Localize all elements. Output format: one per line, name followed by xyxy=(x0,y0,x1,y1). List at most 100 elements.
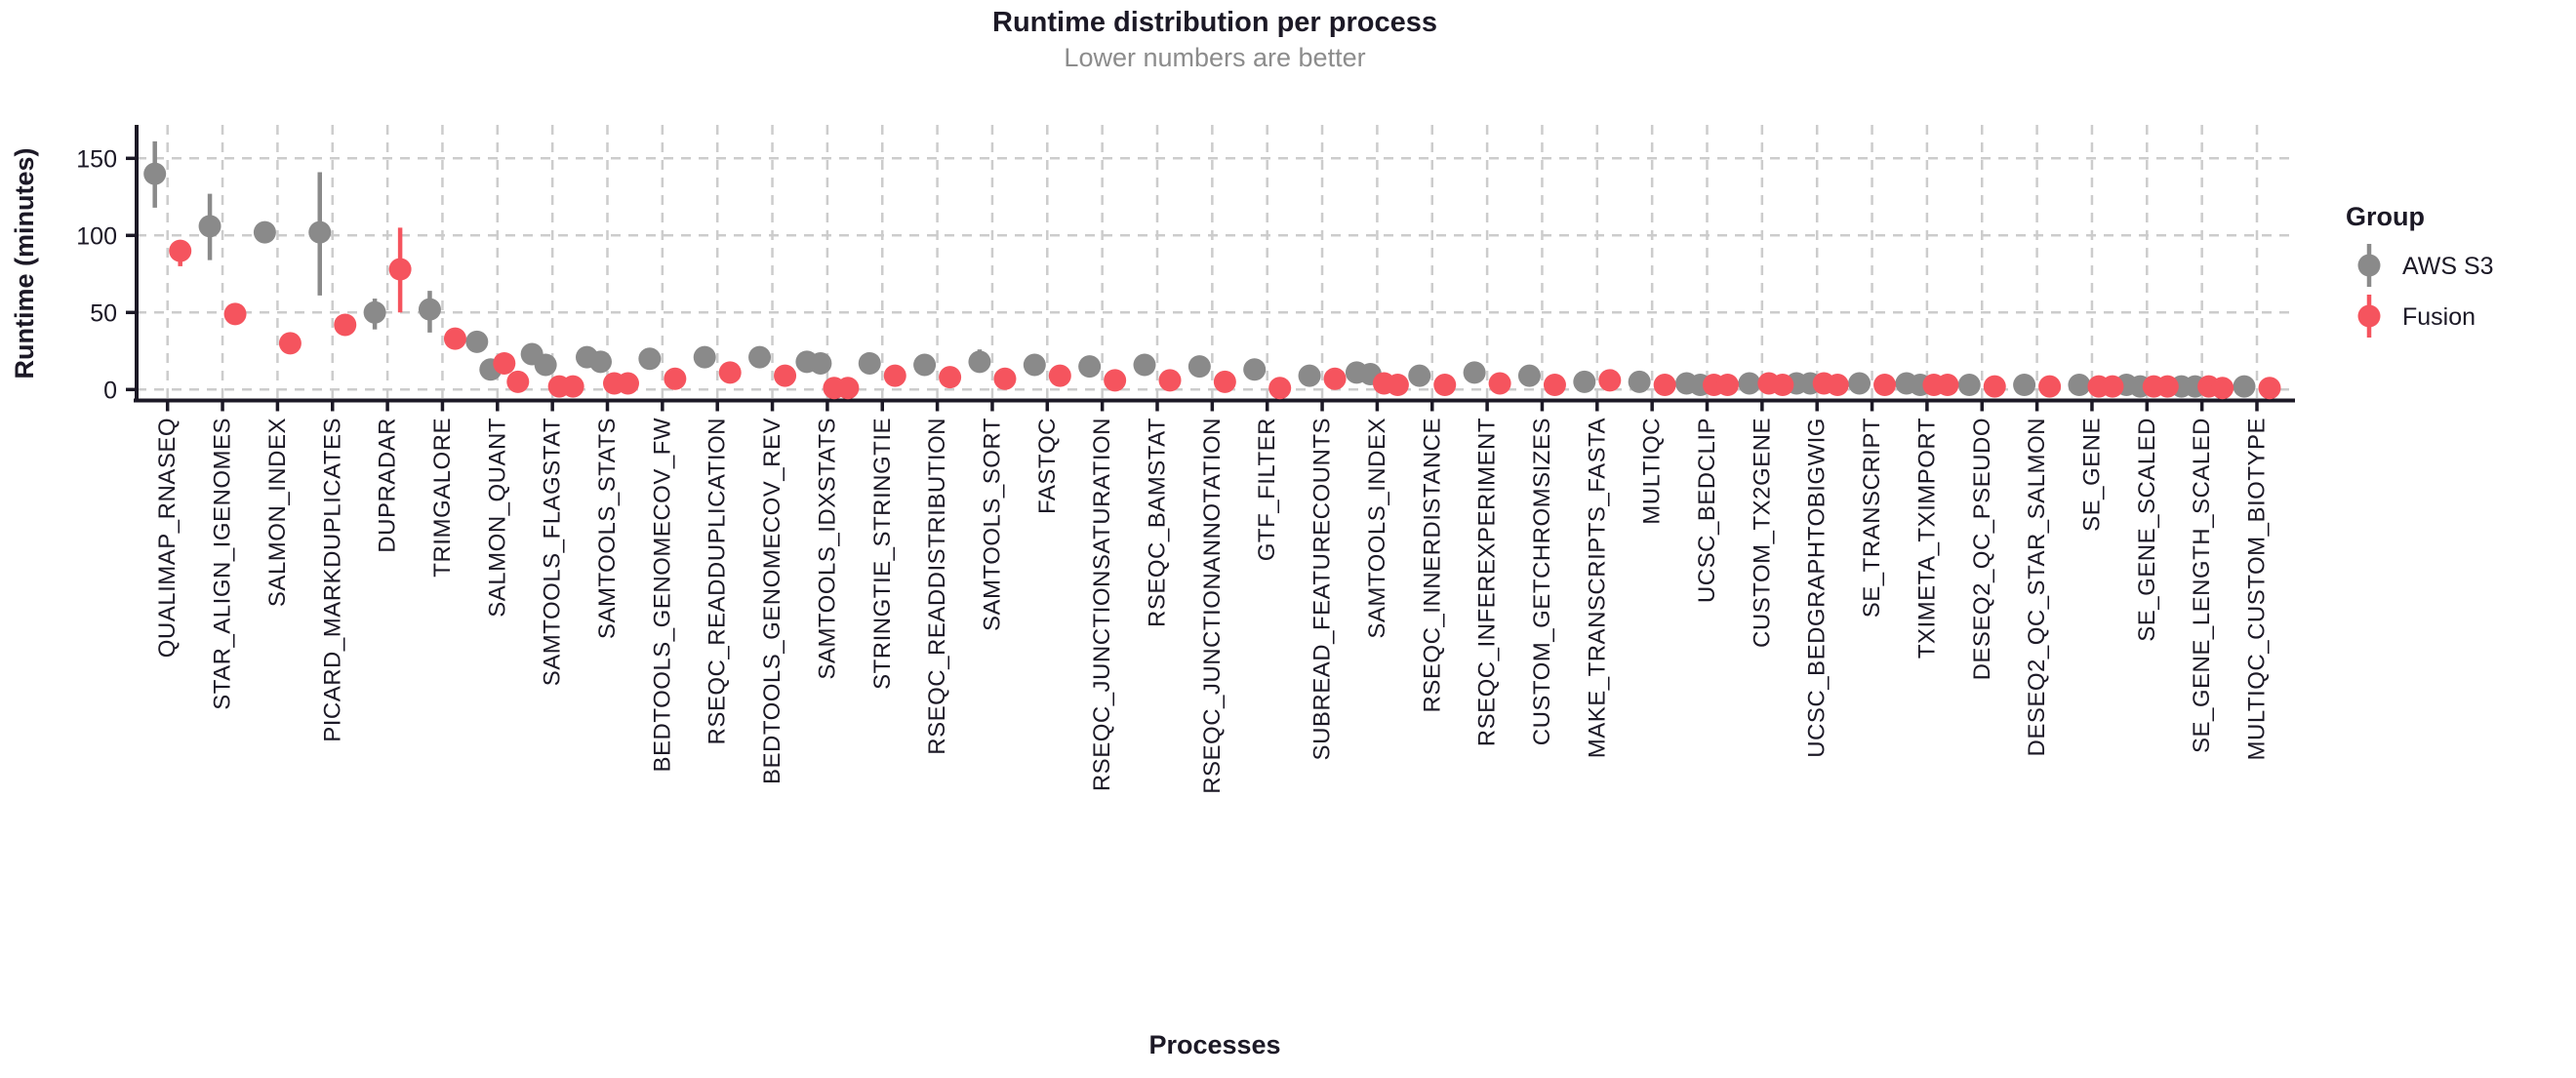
x-tick-label-subread_featurecounts: SUBREAD_FEATURECOUNTS xyxy=(1309,418,1336,760)
point-aws-subread_featurecounts xyxy=(1298,364,1321,387)
x-tick-label-rseqc_bamstat: RSEQC_BAMSTAT xyxy=(1145,418,1171,627)
point-fusion-se_transcript xyxy=(1873,374,1897,397)
point-aws-se_gene xyxy=(2068,374,2091,397)
point-aws-rseqc_bamstat xyxy=(1133,353,1156,377)
fusion-point-icon xyxy=(2357,304,2381,328)
point-fusion-rseqc_junctionsaturation xyxy=(1104,369,1127,392)
x-tick-label-make_transcripts_fasta: MAKE_TRANSCRIPTS_FASTA xyxy=(1584,418,1610,758)
point-aws-deseq2_qc_pseudo xyxy=(1957,374,1981,397)
point-fusion-dupradar xyxy=(388,258,412,281)
point-aws-gtf_filter xyxy=(1243,358,1267,381)
x-tick-label-rseqc_readdistribution: RSEQC_READDISTRIBUTION xyxy=(924,418,950,755)
x-tick-label-se_transcript: SE_TRANSCRIPT xyxy=(1859,418,1885,618)
axes: 0 50 100 150 xyxy=(76,125,2295,412)
point-fusion-gtf_filter xyxy=(1268,377,1292,400)
data-points xyxy=(143,140,2281,400)
point-aws-samtools_stats xyxy=(589,350,612,374)
point-fusion-se_gene_length_scaled xyxy=(2211,377,2234,400)
x-tick-label-bedtools_genomecov_rev: BEDTOOLS_GENOMECOV_REV xyxy=(759,418,785,784)
point-fusion-samtools_flagstat xyxy=(561,375,584,398)
point-fusion-multiqc xyxy=(1653,374,1676,397)
x-axis-labels: QUALIMAP_RNASEQ STAR_ALIGN_IGENOMES SALMON… xyxy=(154,418,2270,794)
x-tick-label-ucsc_bedgraphtobigwig: UCSC_BEDGRAPHTOBIGWIG xyxy=(1804,418,1831,758)
point-fusion-bedtools_genomecov_fw xyxy=(664,367,687,390)
x-tick-label-tximeta_tximport: TXIMETA_TXIMPORT xyxy=(1913,418,1940,659)
point-aws-rseqc_readdistribution xyxy=(913,353,937,377)
point-fusion-rseqc_inferexperiment xyxy=(1488,372,1511,395)
point-aws-rseqc_readduplication xyxy=(693,345,716,369)
point-fusion-samtools_idxstats xyxy=(836,377,860,400)
x-tick-label-picard_markduplicates: PICARD_MARKDUPLICATES xyxy=(319,418,345,742)
y-axis-title: Runtime (minutes) xyxy=(10,147,39,379)
point-aws-star_align_igenomes xyxy=(198,215,221,238)
point-aws-multiqc_custom_biotype xyxy=(2233,375,2256,398)
x-tick-label-bedtools_genomecov_fw: BEDTOOLS_GENOMECOV_FW xyxy=(649,418,675,772)
point-aws-rseqc_junctionannotation xyxy=(1187,355,1211,379)
point-fusion-multiqc_custom_biotype xyxy=(2258,377,2281,400)
point-aws-bedtools_genomecov_fw xyxy=(638,347,662,371)
point-aws-bedtools_genomecov_rev xyxy=(748,345,772,369)
point-fusion-trimgalore xyxy=(443,327,466,350)
legend-entry-fusion: Fusion xyxy=(2357,295,2475,338)
x-axis-title: Processes xyxy=(1148,1030,1280,1059)
x-tick-label-multiqc_custom_biotype: MULTIQC_CUSTOM_BIOTYPE xyxy=(2244,418,2271,761)
point-fusion-bedtools_genomecov_rev xyxy=(774,364,797,387)
point-aws-picard_markduplicates xyxy=(308,220,332,244)
y-tick-label: 0 xyxy=(103,377,117,404)
point-aws-make_transcripts_fasta xyxy=(1573,370,1596,393)
point-fusion-rseqc_bamstat xyxy=(1158,369,1182,392)
point-fusion-rseqc_junctionannotation xyxy=(1213,370,1236,393)
point-aws-se_transcript xyxy=(1848,372,1872,395)
point-fusion-deseq2_qc_star_salmon xyxy=(2038,375,2062,398)
point-fusion-fastqc xyxy=(1048,364,1071,387)
point-fusion-samtools_sort xyxy=(993,367,1017,390)
point-fusion-qualimap_rnaseq xyxy=(169,239,192,262)
point-aws-samtools_idxstats xyxy=(809,351,832,375)
point-aws-rseqc_innerdistance xyxy=(1408,364,1431,387)
x-tick-label-qualimap_rnaseq: QUALIMAP_RNASEQ xyxy=(154,418,181,658)
aws-s3-point-icon xyxy=(2357,254,2381,277)
y-tick-label: 50 xyxy=(90,299,117,327)
point-fusion-star_align_igenomes xyxy=(223,302,247,326)
y-tick-label: 100 xyxy=(76,222,117,250)
x-tick-label-rseqc_readduplication: RSEQC_READDUPLICATION xyxy=(704,418,731,744)
x-tick-label-star_align_igenomes: STAR_ALIGN_IGENOMES xyxy=(210,418,236,710)
x-tick-label-se_gene_scaled: SE_GENE_SCALED xyxy=(2134,418,2160,642)
x-tick-label-rseqc_inferexperiment: RSEQC_INFEREXPERIMENT xyxy=(1474,418,1501,746)
legend-entry-aws-s3: AWS S3 xyxy=(2357,244,2494,287)
point-fusion-deseq2_qc_pseudo xyxy=(1983,375,2006,398)
x-tick-label-multiqc: MULTIQC xyxy=(1639,418,1666,525)
point-aws-deseq2_qc_star_salmon xyxy=(2013,374,2036,397)
x-tick-label-custom_tx2gene: CUSTOM_TX2GENE xyxy=(1749,418,1775,648)
x-tick-label-rseqc_junctionannotation: RSEQC_JUNCTIONANNOTATION xyxy=(1199,418,1226,794)
x-tick-label-dupradar: DUPRADAR xyxy=(375,418,401,553)
x-tick-label-stringtie_stringtie: STRINGTIE_STRINGTIE xyxy=(869,418,896,690)
point-fusion-se_gene_scaled xyxy=(2155,375,2179,398)
y-tick-label: 150 xyxy=(76,145,117,173)
point-aws-salmon_index xyxy=(253,220,276,244)
point-aws-multiqc xyxy=(1628,370,1651,393)
x-tick-label-ucsc_bedclip: UCSC_BEDCLIP xyxy=(1694,418,1720,603)
point-fusion-picard_markduplicates xyxy=(334,313,357,337)
point-fusion-salmon_quant xyxy=(506,370,530,393)
point-fusion-salmon_quant xyxy=(493,351,516,375)
point-aws-dupradar xyxy=(363,300,386,324)
x-tick-label-deseq2_qc_pseudo: DESEQ2_QC_PSEUDO xyxy=(1969,418,1995,680)
point-fusion-custom_tx2gene xyxy=(1771,374,1794,397)
point-fusion-rseqc_readduplication xyxy=(718,361,742,384)
x-tick-label-trimgalore: TRIMGALORE xyxy=(429,418,456,578)
x-tick-label-samtools_idxstats: SAMTOOLS_IDXSTATS xyxy=(814,418,840,680)
gridlines xyxy=(137,125,2295,399)
x-tick-label-gtf_filter: GTF_FILTER xyxy=(1254,418,1280,561)
legend-label-fusion: Fusion xyxy=(2402,303,2475,331)
point-fusion-salmon_index xyxy=(278,332,302,355)
point-fusion-se_gene xyxy=(2101,375,2124,398)
legend: Group AWS S3 Fusion xyxy=(2346,202,2494,338)
chart-subtitle: Lower numbers are better xyxy=(1064,43,1365,72)
x-tick-label-rseqc_innerdistance: RSEQC_INNERDISTANCE xyxy=(1419,418,1445,712)
point-fusion-ucsc_bedclip xyxy=(1716,374,1739,397)
point-fusion-subread_featurecounts xyxy=(1323,367,1347,390)
x-tick-label-salmon_index: SALMON_INDEX xyxy=(264,418,291,607)
point-aws-trimgalore xyxy=(418,298,441,321)
